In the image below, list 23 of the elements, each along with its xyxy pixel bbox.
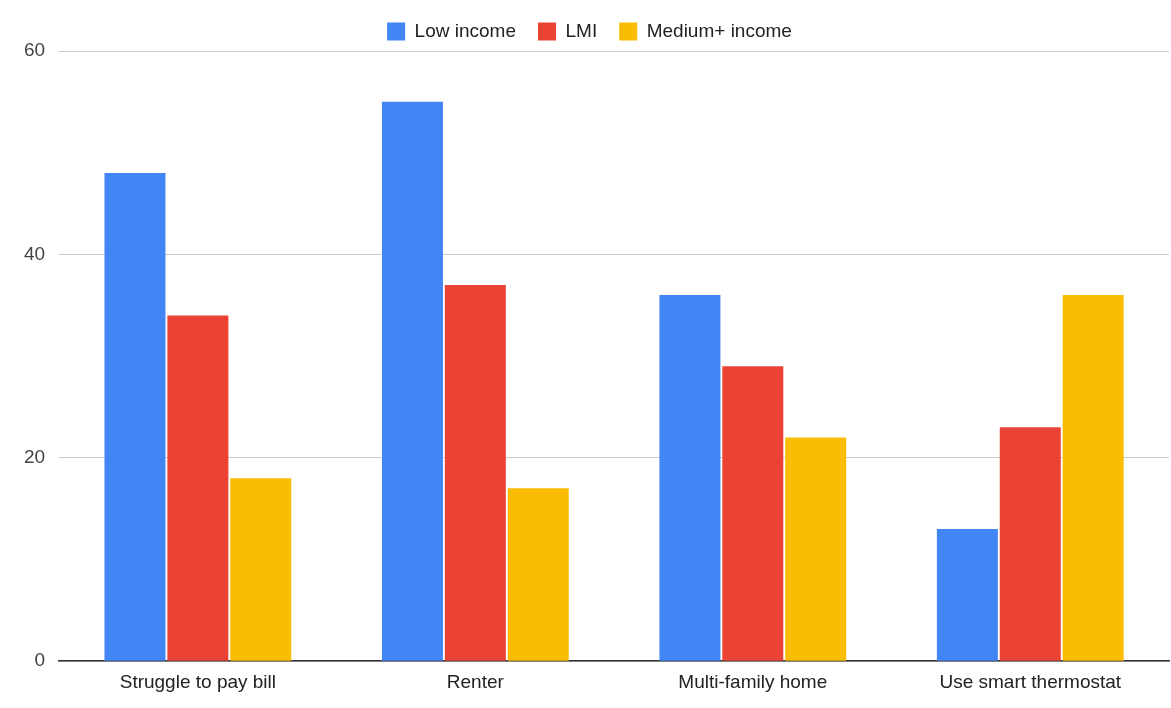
x-tick-label: Use smart thermostat [939, 670, 1122, 692]
x-tick-label: Multi-family home [678, 670, 828, 692]
bar [507, 488, 569, 661]
legend-label: Low income [414, 19, 517, 41]
bar [722, 366, 784, 661]
x-tick-label: Struggle to pay bill [119, 670, 277, 692]
bar [936, 528, 998, 661]
legend-label: LMI [565, 19, 598, 41]
bar [1062, 295, 1124, 661]
bar [230, 478, 292, 661]
y-tick-label: 60 [23, 39, 46, 61]
bar [659, 295, 721, 661]
y-tick-label: 20 [23, 446, 46, 468]
y-tick-label: 40 [23, 242, 46, 264]
bar [999, 427, 1061, 661]
bar [381, 101, 443, 661]
bar [104, 173, 166, 661]
bar [444, 284, 506, 661]
y-tick-label: 0 [34, 649, 46, 671]
x-tick-label: Renter [446, 670, 505, 692]
bar [167, 315, 229, 661]
bar [785, 437, 847, 661]
legend-label: Medium+ income [646, 19, 792, 41]
